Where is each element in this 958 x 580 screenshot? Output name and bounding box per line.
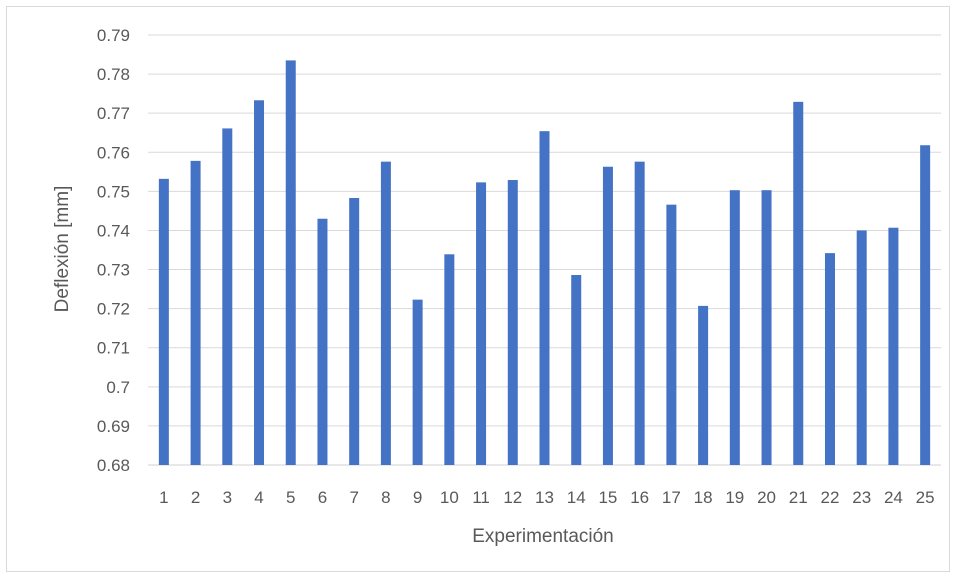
bars: [158, 60, 931, 466]
x-tick-label: 17: [662, 488, 681, 507]
y-axis-title: Deflexión [mm]: [52, 186, 73, 313]
bar-6: [317, 218, 328, 465]
y-tick-label: 0.69: [97, 417, 130, 436]
bar-10: [444, 254, 455, 465]
y-tick-label: 0.77: [97, 104, 130, 123]
bar-18: [698, 305, 709, 465]
bar-5: [285, 60, 296, 466]
bar-11: [476, 182, 487, 465]
x-tick-label: 15: [598, 488, 617, 507]
bar-15: [602, 166, 613, 465]
x-tick-label: 25: [916, 488, 935, 507]
x-axis-tick-labels: 1 2 3 4 5 6 7 8 9 10 11 12 13 14 15 16 17 18 19 20 21 22 23 24 2…: [159, 488, 934, 507]
bar-22: [824, 253, 835, 465]
y-tick-label: 0.73: [97, 261, 130, 280]
bar-2: [190, 160, 201, 465]
bar-3: [222, 128, 233, 465]
x-tick-label: 9: [413, 488, 422, 507]
x-tick-label: 12: [503, 488, 522, 507]
y-tick-label: 0.71: [97, 339, 130, 358]
bar-17: [666, 204, 677, 465]
x-axis-title: Experimentación: [472, 526, 614, 547]
y-tick-label: 0.7: [106, 378, 130, 397]
x-tick-label: 14: [567, 488, 586, 507]
bar-21: [793, 101, 804, 465]
bar-8: [380, 161, 391, 465]
x-tick-label: 4: [254, 488, 263, 507]
x-tick-label: 22: [821, 488, 840, 507]
x-tick-label: 11: [472, 488, 490, 507]
x-tick-label: 20: [757, 488, 776, 507]
x-tick-label: 10: [440, 488, 459, 507]
y-tick-label: 0.78: [97, 65, 130, 84]
x-tick-label: 3: [223, 488, 232, 507]
y-tick-label: 0.79: [97, 26, 130, 45]
bar-25: [920, 145, 931, 465]
bar-14: [571, 275, 582, 465]
y-axis-tick-labels: 0.68 0.69 0.7 0.71 0.72 0.73 0.74 0.75 0.76 0.77 0…: [97, 26, 130, 475]
y-tick-label: 0.75: [97, 182, 130, 201]
x-tick-label: 18: [694, 488, 713, 507]
y-tick-label: 0.74: [97, 221, 130, 240]
bar-1: [158, 178, 169, 465]
x-tick-label: 23: [852, 488, 871, 507]
x-tick-label: 21: [789, 488, 808, 507]
x-tick-label: 5: [286, 488, 295, 507]
x-tick-label: 2: [191, 488, 200, 507]
x-tick-label: 24: [884, 488, 903, 507]
x-tick-label: 8: [381, 488, 390, 507]
bar-9: [412, 299, 423, 465]
bar-19: [729, 190, 740, 465]
bar-20: [761, 190, 772, 465]
y-tick-label: 0.76: [97, 143, 130, 162]
bar-7: [349, 198, 360, 465]
bar-23: [856, 230, 867, 465]
y-tick-label: 0.72: [97, 300, 130, 319]
x-tick-label: 7: [349, 488, 358, 507]
y-tick-label: 0.68: [97, 456, 130, 475]
bar-24: [888, 227, 899, 465]
x-tick-label: 13: [535, 488, 554, 507]
x-tick-label: 16: [630, 488, 649, 507]
bar-13: [539, 131, 550, 465]
bar-16: [634, 161, 645, 465]
x-tick-label: 6: [318, 488, 327, 507]
bar-12: [507, 180, 518, 465]
x-tick-label: 19: [725, 488, 744, 507]
x-tick-label: 1: [159, 488, 168, 507]
bar-4: [254, 100, 265, 466]
